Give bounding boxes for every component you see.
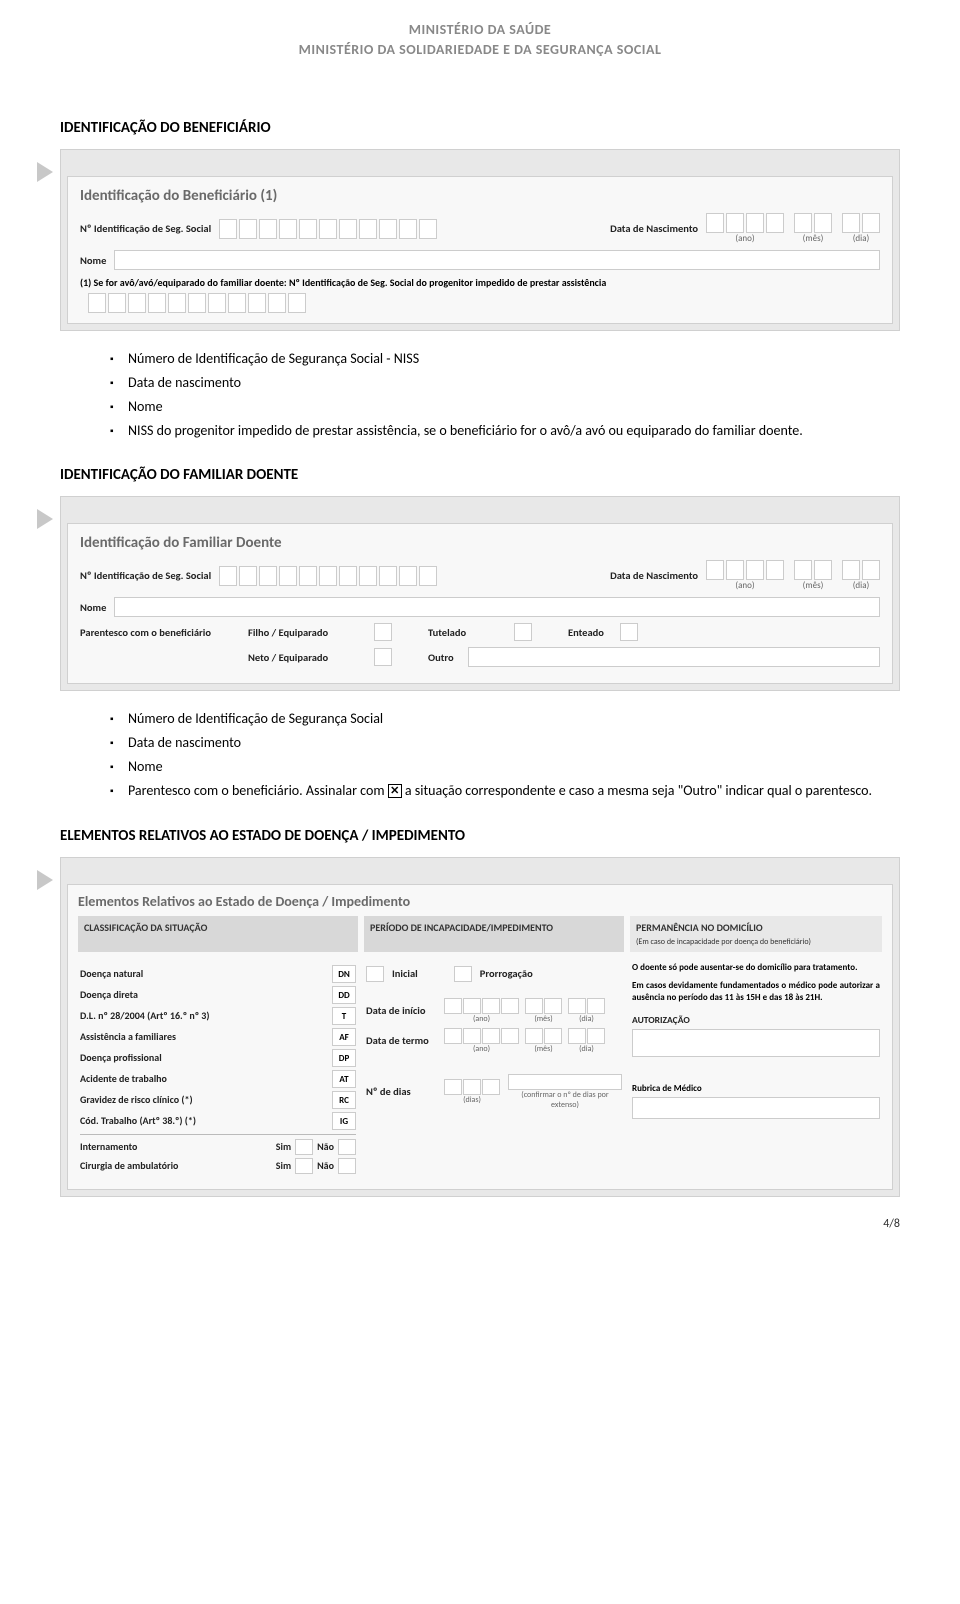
cirurgia-sim[interactable] [295, 1158, 313, 1174]
code-at[interactable]: AT [332, 1070, 356, 1088]
opt-filho: Filho / Equiparado [248, 626, 358, 639]
list-item: Nome [110, 395, 900, 419]
arrow-icon [37, 162, 53, 182]
code-rc[interactable]: RC [332, 1091, 356, 1109]
dia-label: (dia) [853, 233, 870, 244]
permanencia-panel: O doente só pode ausentar-se do domicíli… [630, 958, 882, 1181]
ministry-header: MINISTÉRIO DA SAÚDE MINISTÉRIO DA SOLIDA… [60, 20, 900, 59]
nome2-label: Nome [80, 601, 106, 614]
code-dn[interactable]: DN [332, 965, 356, 983]
nome-label: Nome [80, 254, 106, 267]
rubrica-box[interactable] [632, 1097, 880, 1119]
section3-title: ELEMENTOS RELATIVOS AO ESTADO DE DOENÇA … [60, 827, 900, 845]
ministry-line1: MINISTÉRIO DA SAÚDE [60, 20, 900, 40]
niss-label: Nº Identificação de Seg. Social [80, 222, 211, 235]
outro-input[interactable] [468, 647, 880, 667]
section2-title: IDENTIFICAÇÃO DO FAMILIAR DOENTE [60, 466, 900, 484]
list-item: NISS do progenitor impedido de prestar a… [110, 419, 900, 443]
progenitor-niss-cells[interactable] [88, 293, 880, 313]
col3-head: PERMANÊNCIA NO DOMICÍLIO (Em caso de inc… [630, 916, 882, 952]
code-dp[interactable]: DP [332, 1049, 356, 1067]
code-t[interactable]: T [332, 1007, 356, 1025]
opt-enteado: Enteado [568, 626, 604, 639]
nome-input[interactable] [114, 250, 880, 270]
period-panel: Inicial Prorrogação Data de início (ano)… [364, 958, 624, 1181]
arrow-icon [37, 509, 53, 529]
section1-bullets: Número de Identificação de Segurança Soc… [110, 347, 900, 442]
checkbox-neto[interactable] [374, 648, 392, 666]
checkbox-enteado[interactable] [620, 623, 638, 641]
list-item: Data de nascimento [110, 731, 900, 755]
parentesco-label: Parentesco com o beneficiário [80, 626, 240, 639]
checkbox-tutelado[interactable] [514, 623, 532, 641]
opt-outro: Outro [428, 651, 454, 664]
autorizacao-box[interactable] [632, 1029, 880, 1057]
inicial-check[interactable] [366, 966, 384, 982]
section1-footnote: (1) Se for avô/avó/equiparado do familia… [80, 276, 880, 289]
cirurgia-nao[interactable] [338, 1158, 356, 1174]
code-af[interactable]: AF [332, 1028, 356, 1046]
list-item: Data de nascimento [110, 371, 900, 395]
list-item: Número de Identificação de Segurança Soc… [110, 707, 900, 731]
beneficiary-form-block: Identificação do Beneficiário (1) Nº Ide… [60, 149, 900, 331]
x-mark-icon: ✕ [388, 784, 402, 798]
niss2-label: Nº Identificação de Seg. Social [80, 569, 211, 582]
nome2-input[interactable] [114, 597, 880, 617]
arrow-icon [37, 870, 53, 890]
niss2-cells[interactable] [219, 566, 437, 586]
dob2-label: Data de Nascimento [610, 569, 698, 582]
col2-head: PERÍODO DE INCAPACIDADE/IMPEDIMENTO [364, 916, 624, 952]
checkbox-filho[interactable] [374, 623, 392, 641]
classification-panel: Doença naturalDN Doença diretaDD D.L. nº… [78, 958, 358, 1181]
section2-bullets: Número de Identificação de Segurança Soc… [110, 707, 900, 802]
elementos-form-block: Elementos Relativos ao Estado de Doença … [60, 857, 900, 1197]
list-item: Nome [110, 755, 900, 779]
code-dd[interactable]: DD [332, 986, 356, 1004]
section1-title: IDENTIFICAÇÃO DO BENEFICIÁRIO [60, 119, 900, 137]
col1-head: CLASSIFICAÇÃO DA SITUAÇÃO [78, 916, 358, 952]
block3-heading: Elementos Relativos ao Estado de Doença … [78, 893, 882, 910]
page-number: 4/8 [60, 1217, 900, 1231]
list-item: Parentesco com o beneficiário. Assinalar… [110, 779, 900, 803]
block1-heading: Identificação do Beneficiário (1) [80, 187, 880, 205]
dias-extenso[interactable] [508, 1074, 622, 1090]
internamento-nao[interactable] [338, 1139, 356, 1155]
opt-tutelado: Tutelado [428, 626, 498, 639]
internamento-sim[interactable] [295, 1139, 313, 1155]
mes-label: (mês) [803, 233, 824, 244]
familiar-form-block: Identificação do Familiar Doente Nº Iden… [60, 496, 900, 691]
ano-label: (ano) [735, 233, 754, 244]
ministry-line2: MINISTÉRIO DA SOLIDARIEDADE E DA SEGURAN… [60, 40, 900, 60]
prorrog-check[interactable] [454, 966, 472, 982]
opt-neto: Neto / Equiparado [248, 651, 358, 664]
block2-heading: Identificação do Familiar Doente [80, 534, 880, 552]
list-item: Número de Identificação de Segurança Soc… [110, 347, 900, 371]
dob-label: Data de Nascimento [610, 222, 698, 235]
code-ig[interactable]: IG [332, 1112, 356, 1130]
niss-cells[interactable] [219, 219, 437, 239]
